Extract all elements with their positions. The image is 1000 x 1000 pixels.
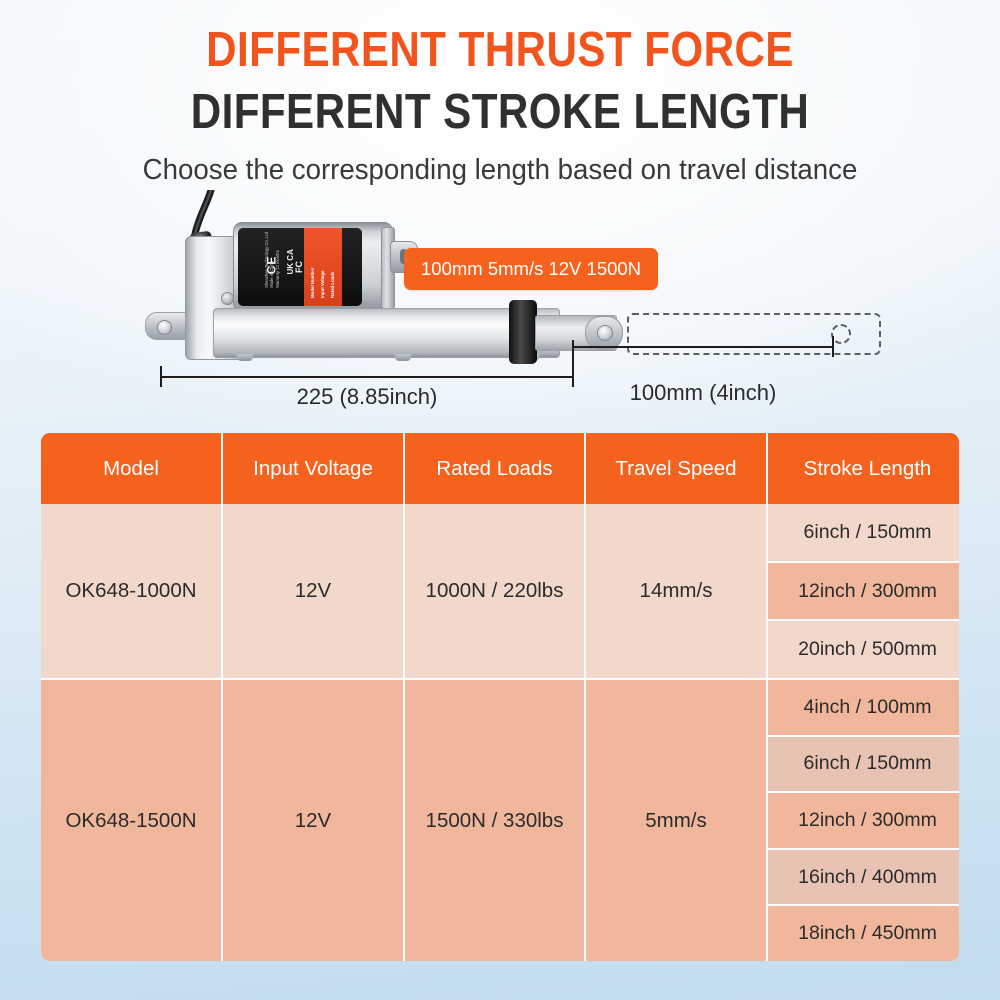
cell-stroke-length-group: 6inch / 150mm 12inch / 300mm 20inch / 500m…	[768, 504, 959, 679]
tube-foot	[237, 354, 253, 361]
cell-travel-speed: 14mm/s	[586, 504, 768, 678]
rod-end-hole	[597, 325, 613, 341]
table-row: OK648-1500N 12V 1500N / 330lbs 5mm/s 4in…	[41, 680, 959, 961]
headline-secondary: DIFFERENT STROKE LENGTH	[190, 85, 810, 139]
column-header-stroke-length: Stroke Length	[803, 456, 932, 480]
product-photo: Shenzhen Technology Co.,Ltd Made in China…	[145, 190, 881, 371]
column-header-input-voltage: Input Voltage	[223, 433, 405, 504]
stroke-length-option: 6inch / 150mm	[768, 504, 959, 563]
dimension-tick-middle	[572, 340, 574, 387]
table-row: OK648-1000N 12V 1000N / 220lbs 14mm/s 6i…	[41, 504, 959, 679]
dimension-line-body	[160, 376, 574, 378]
actuator-tube	[213, 308, 560, 358]
tube-foot	[395, 354, 411, 361]
power-cable-icon	[191, 190, 215, 238]
cell-input-voltage: 12V	[223, 504, 405, 678]
table-body: OK648-1000N 12V 1000N / 220lbs 14mm/s 6i…	[41, 504, 959, 961]
dimension-tick-right	[832, 336, 834, 357]
stroke-length-option: 12inch / 300mm	[768, 562, 959, 622]
cell-rated-loads: 1000N / 220lbs	[405, 504, 586, 678]
dimension-label-body: 225 (8.85inch)	[296, 384, 438, 409]
stroke-extension-hole-outline	[831, 324, 851, 344]
strip-line-2: Input Voltage	[320, 270, 325, 298]
stroke-length-option: 12inch / 300mm	[768, 793, 959, 850]
cell-stroke-length-group: 4inch / 100mm 6inch / 150mm 12inch / 300mm…	[768, 680, 959, 961]
column-header-model: Model	[41, 433, 223, 504]
motor-can: Shenzhen Technology Co.,Ltd Made in China…	[233, 222, 418, 312]
dimension-label-stroke: 100mm (4inch)	[629, 380, 777, 405]
motor-spec-label: Shenzhen Technology Co.,Ltd Made in China…	[238, 228, 362, 306]
strip-line-1: Model Number	[310, 267, 315, 299]
stroke-length-option: 4inch / 100mm	[768, 680, 959, 737]
subtitle: Choose the corresponding length based on…	[142, 154, 858, 186]
label-orange-strip: Model Number Input Voltage Rated Loads	[304, 228, 342, 306]
specification-table: Model Input Voltage Rated Loads Travel S…	[41, 433, 959, 961]
dimension-tick-left	[160, 366, 162, 387]
stroke-length-option: 16inch / 400mm	[768, 849, 959, 907]
column-header-travel-speed: Travel Speed	[586, 433, 768, 504]
stroke-length-option: 6inch / 150mm	[768, 736, 959, 794]
cell-input-voltage: 12V	[223, 680, 405, 961]
fcc-mark-icon: FC	[294, 261, 304, 273]
spec-callout-badge: 100mm 5mm/s 12V 1500N	[404, 248, 659, 290]
cell-travel-speed: 5mm/s	[586, 680, 768, 961]
black-collar	[509, 300, 537, 364]
dimension-line-stroke	[572, 346, 834, 348]
cell-model: OK648-1500N	[41, 680, 223, 961]
rod-end-eye	[585, 316, 623, 350]
table-header-row: Model Input Voltage Rated Loads Travel S…	[41, 433, 959, 504]
rear-mount-hole	[157, 320, 172, 335]
stroke-length-option: 20inch / 500mm	[768, 621, 959, 679]
headline-primary: DIFFERENT THRUST FORCE	[206, 23, 794, 77]
strip-line-3: Rated Loads	[330, 271, 335, 298]
cell-model: OK648-1000N	[41, 504, 223, 678]
cell-rated-loads: 1500N / 330lbs	[405, 680, 586, 961]
column-header-rated-loads: Rated Loads	[405, 433, 586, 504]
stroke-extension-outline	[627, 313, 881, 355]
heading-block: DIFFERENT THRUST FORCE DIFFERENT STROKE …	[0, 26, 1000, 187]
ce-mark-icon: CE	[264, 255, 279, 275]
row-divider	[41, 678, 959, 680]
stroke-length-option: 18inch / 450mm	[768, 906, 959, 961]
